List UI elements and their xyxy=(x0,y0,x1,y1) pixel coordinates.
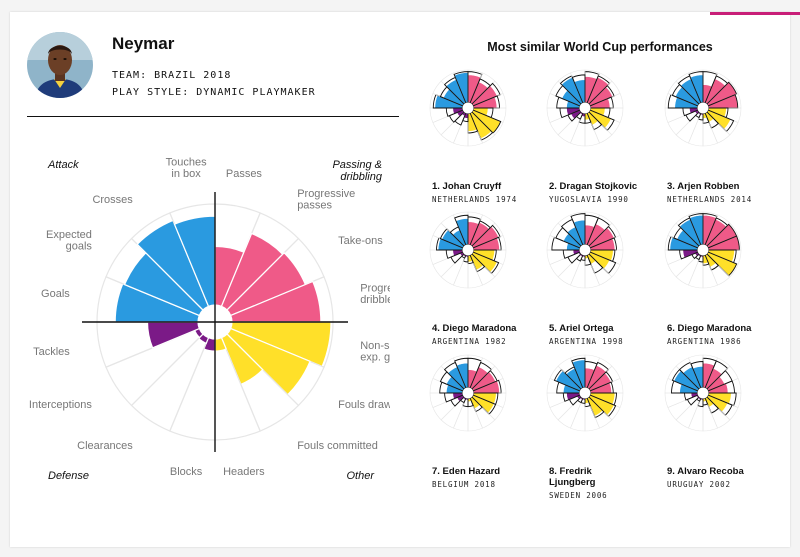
sim7-center-hole xyxy=(462,387,474,399)
player-card: Neymar TEAM: BRAZIL 2018 PLAY STYLE: DYN… xyxy=(10,12,800,547)
slice-outline-interceptions xyxy=(549,251,582,278)
axis-label-blocks: Blocks xyxy=(170,466,203,478)
similar-chart-4 xyxy=(429,211,507,289)
slice-outline-blocks xyxy=(688,112,704,147)
axis-label-clearances: Clearances xyxy=(77,440,133,452)
play-style-value: DYNAMIC PLAYMAKER xyxy=(196,87,316,98)
axis-label-passes: Passes xyxy=(226,168,263,180)
similar-player-country: ARGENTINA 1986 xyxy=(667,337,742,346)
sim9-center-hole xyxy=(697,387,709,399)
axis-label-tackles: Tackles xyxy=(33,346,70,358)
axis-label-interceptions: Interceptions xyxy=(29,399,92,411)
player-photo-icon xyxy=(27,32,93,98)
accent-bar xyxy=(710,12,800,15)
similar-player-country: YUGOSLAVIA 1990 xyxy=(549,195,629,204)
axis-label-touches-in-box: Touches in box xyxy=(166,156,207,180)
similar-chart-7 xyxy=(429,354,507,432)
slice-outline-clearances xyxy=(130,333,210,432)
team-label: TEAM: xyxy=(112,70,148,81)
main-bar-tackles xyxy=(146,321,201,349)
similar-chart-1 xyxy=(429,69,507,147)
axis-label-fouls-drawn: Fouls drawn xyxy=(338,399,390,411)
similar-player-country: ARGENTINA 1982 xyxy=(432,337,507,346)
slice-outline-blocks xyxy=(453,254,469,289)
similar-performances-title: Most similar World Cup performances xyxy=(487,40,713,54)
axis-label-headers: Headers xyxy=(223,466,265,478)
sim2-center-hole xyxy=(579,102,591,114)
similar-player-name: 4. Diego Maradona xyxy=(432,323,517,334)
axis-label-progressive-dribbles: Progressivedribbles xyxy=(360,282,390,306)
similar-player-country: URUGUAY 2002 xyxy=(667,480,731,489)
slice-outline-blocks xyxy=(688,254,704,289)
similar-chart-5 xyxy=(546,211,624,289)
player-avatar xyxy=(27,32,93,98)
axis-label-expected-goals: Expected goals xyxy=(46,229,92,253)
slice-outline-blocks xyxy=(169,336,216,441)
similar-player-country: ARGENTINA 1998 xyxy=(549,337,624,346)
slice-outline-interceptions xyxy=(432,251,465,278)
axis-label-goals: Goals xyxy=(41,288,70,300)
similar-player-name: 9. Alvaro Recoba xyxy=(667,466,744,477)
similar-player-name: 8. Fredrik Ljungberg xyxy=(549,466,596,488)
player-name: Neymar xyxy=(112,34,175,53)
similar-chart-8 xyxy=(546,354,624,432)
similar-chart-6 xyxy=(664,211,742,289)
axis-label-take-ons: Take-ons xyxy=(338,235,383,247)
quadrant-label-other: Other xyxy=(346,470,375,482)
similar-player-country: NETHERLANDS 2014 xyxy=(667,195,753,204)
team-line: TEAM: BRAZIL 2018 xyxy=(112,70,231,81)
similar-chart-2 xyxy=(546,69,624,147)
axis-label-non-shot-exp-goals: Non-shotexp. goals xyxy=(360,340,390,364)
similar-player-name: 3. Arjen Robben xyxy=(667,181,740,192)
team-value: BRAZIL 2018 xyxy=(154,70,232,81)
sim8-center-hole xyxy=(579,387,591,399)
slice-outline-blocks xyxy=(688,397,704,432)
axis-label-crosses: Crosses xyxy=(92,194,133,206)
similar-player-name: 5. Ariel Ortega xyxy=(549,323,614,334)
quadrant-label-defense: Defense xyxy=(48,470,89,482)
similar-player-name: 7. Eden Hazard xyxy=(432,466,501,477)
sim6-center-hole xyxy=(697,244,709,256)
similar-player-country: SWEDEN 2006 xyxy=(549,491,608,500)
quadrant-label-attack: Attack xyxy=(47,159,79,171)
play-style-label: PLAY STYLE: xyxy=(112,87,190,98)
play-style-line: PLAY STYLE: DYNAMIC PLAYMAKER xyxy=(112,87,316,98)
similar-player-name: 2. Dragan Stojkovic xyxy=(549,181,638,192)
similar-chart-3 xyxy=(664,69,742,147)
similar-player-country: BELGIUM 2018 xyxy=(432,480,496,489)
similar-player-country: NETHERLANDS 1974 xyxy=(432,195,518,204)
axis-label-progressive-passes: Progressive passes xyxy=(297,188,355,212)
sim5-center-hole xyxy=(579,244,591,256)
sim4-center-hole xyxy=(462,244,474,256)
similar-chart-9 xyxy=(664,354,742,432)
slice-outline-clearances xyxy=(440,253,467,286)
player-profile: Neymar TEAM: BRAZIL 2018 PLAY STYLE: DYN… xyxy=(10,12,410,122)
slice-outline-interceptions xyxy=(667,394,700,421)
slice-outline-blocks xyxy=(453,397,469,432)
similar-player-name: 1. Johan Cruyff xyxy=(432,181,502,192)
slice-outline-clearances xyxy=(557,253,584,286)
slice-outline-interceptions xyxy=(549,394,582,421)
axis-label-fouls-committed: Fouls committed xyxy=(297,440,378,452)
slice-outline-clearances xyxy=(440,111,467,144)
quadrant-label-passing-dribbling: Passing & dribbling xyxy=(332,159,382,183)
similar-player-name: 6. Diego Maradona xyxy=(667,323,752,334)
profile-divider xyxy=(27,116,399,117)
sim3-center-hole xyxy=(697,102,709,114)
sim1-center-hole xyxy=(462,102,474,114)
